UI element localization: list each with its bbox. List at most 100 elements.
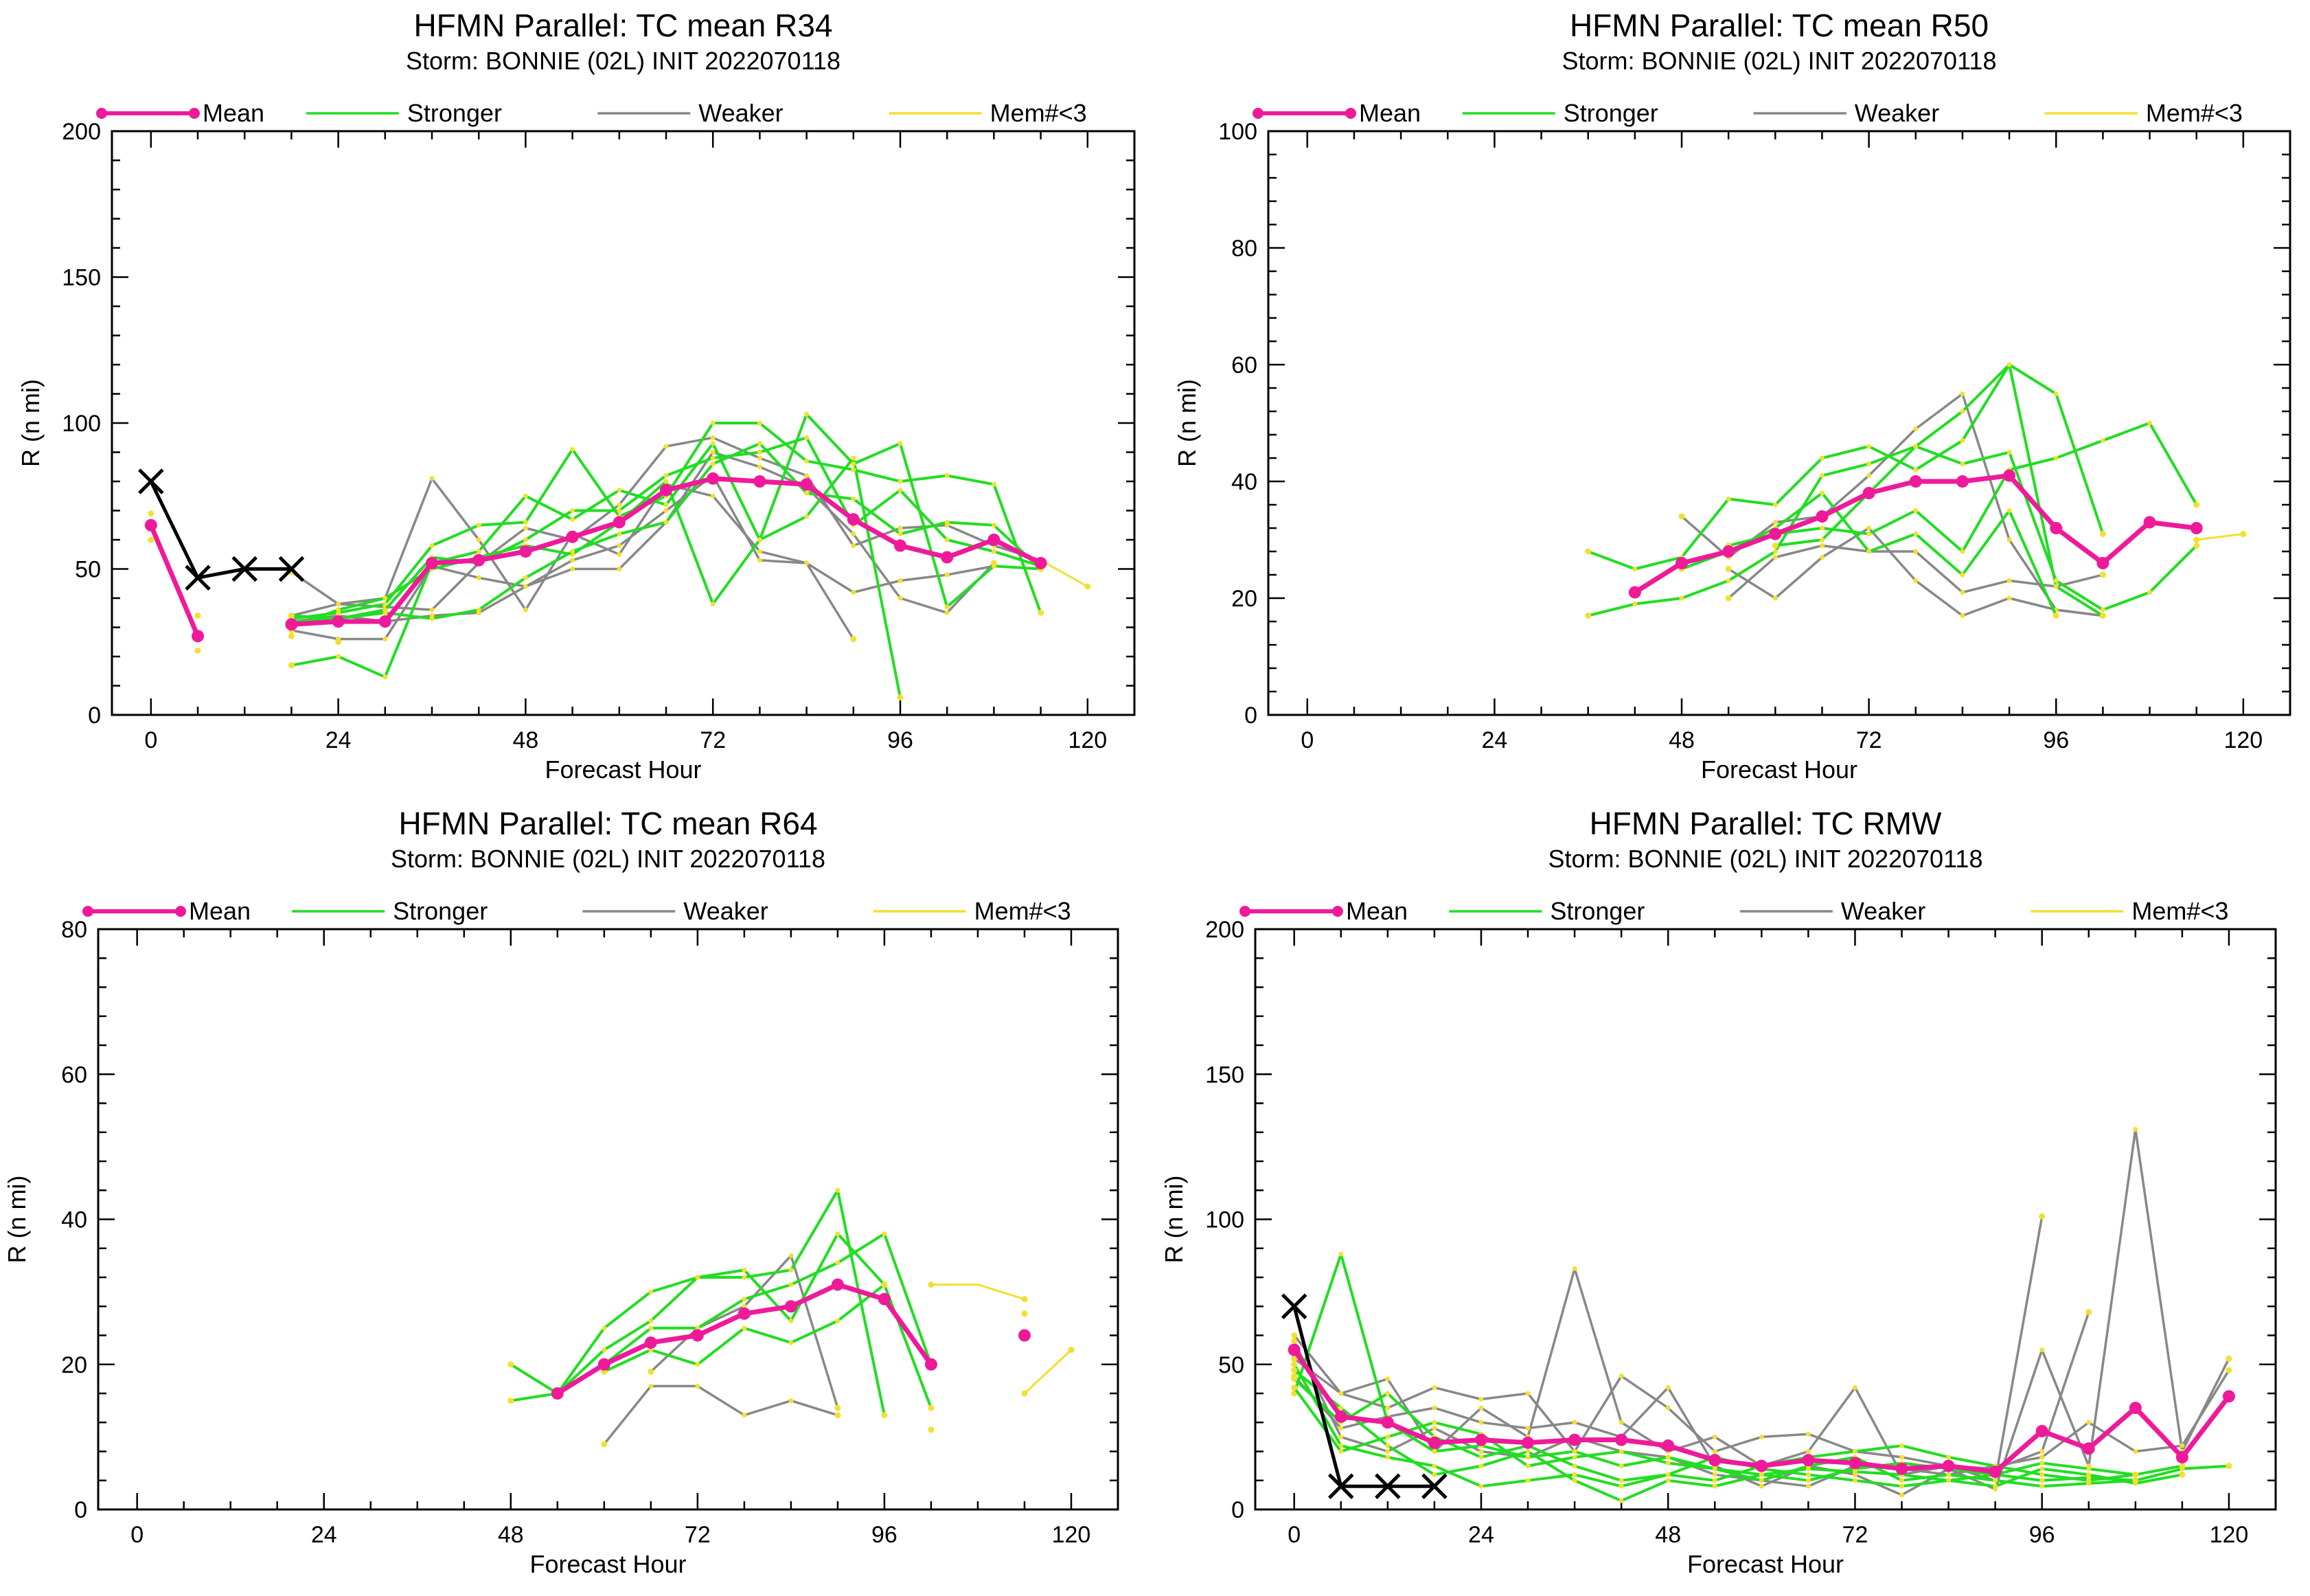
data-point-stronger — [2053, 578, 2059, 583]
x-tick-label: 48 — [513, 727, 539, 753]
data-point-weaker — [1772, 555, 1778, 560]
data-point-stronger — [1525, 1449, 1531, 1454]
data-point-weaker — [1866, 473, 1872, 478]
x-tick-label: 24 — [325, 727, 352, 753]
data-point-weaker — [2099, 571, 2106, 578]
data-point-stronger — [1478, 1463, 1484, 1469]
data-point-stronger — [523, 537, 528, 543]
data-point-stronger — [1665, 1478, 1671, 1483]
data-point-weaker — [804, 473, 810, 478]
data-point-stronger — [2039, 1466, 2045, 1472]
data-point-weaker — [710, 493, 716, 499]
data-point-stronger — [1819, 490, 1825, 496]
data-point-stronger — [1960, 461, 1965, 466]
y-axis-label: R (n mi) — [1160, 1176, 1188, 1264]
data-point-stronger — [695, 1275, 700, 1280]
data-point-stronger — [2147, 420, 2153, 426]
data-point-stronger — [757, 441, 762, 446]
data-point-weaker — [1805, 1449, 1811, 1454]
legend-item-stronger: Stronger — [1462, 99, 1658, 127]
data-point-stronger — [429, 616, 435, 622]
data-point-stronger — [757, 420, 762, 426]
data-point-weaker — [944, 572, 950, 578]
data-point-weaker — [2133, 1449, 2138, 1454]
data-point-stronger — [1819, 537, 1825, 543]
data-point-stronger — [382, 607, 388, 613]
data-point-mean — [2003, 469, 2016, 482]
data-point-stronger — [476, 549, 481, 554]
data-point-stronger — [429, 543, 435, 548]
legend-item-member-lt3: Mem#<3 — [873, 897, 1071, 925]
data-point-stronger — [742, 1267, 747, 1273]
data-point-weaker — [2086, 1420, 2092, 1425]
data-point-stronger — [1291, 1384, 1298, 1391]
data-point-stronger — [804, 490, 810, 496]
data-point-stronger — [2100, 607, 2105, 613]
data-point-stronger — [897, 694, 904, 700]
data-point-stronger — [1759, 1478, 1764, 1483]
data-point-stronger — [1712, 1483, 1717, 1489]
y-tick-label: 100 — [62, 411, 101, 437]
x-tick-label: 96 — [871, 1522, 897, 1548]
data-point-weaker — [1525, 1426, 1531, 1431]
data-point-stronger — [1665, 1455, 1671, 1460]
data-point-weaker — [1338, 1391, 1344, 1396]
data-point-stronger — [1291, 1367, 1298, 1373]
data-point-weaker — [2039, 1455, 2045, 1460]
data-point-stronger — [944, 604, 950, 610]
series-line-weaker — [603, 1384, 838, 1445]
data-point-stronger — [1819, 455, 1825, 461]
data-point-weaker — [1819, 543, 1825, 548]
data-point-stronger — [1619, 1483, 1624, 1489]
chart-subtitle: Storm: BONNIE (02L) INIT 2022070118 — [1548, 845, 1983, 873]
data-point-mean — [551, 1387, 564, 1400]
data-point-stronger — [1619, 1478, 1624, 1483]
legend-item-mean: Mean — [82, 897, 251, 925]
data-point-stronger — [1338, 1443, 1344, 1448]
data-point-stronger — [1712, 1466, 1717, 1472]
legend-marker — [189, 108, 200, 119]
y-tick-label: 50 — [75, 557, 101, 583]
data-point-weaker — [1913, 549, 1919, 554]
data-point-stronger — [1726, 497, 1731, 501]
legend-marker — [175, 906, 186, 917]
data-point-mean — [2082, 1442, 2095, 1455]
legend-label: Stronger — [407, 99, 502, 127]
data-point-stronger — [788, 1340, 794, 1345]
x-axis-label: Forecast Hour — [529, 1550, 686, 1578]
data-point-mean — [1628, 586, 1641, 599]
data-point-stronger — [1819, 473, 1825, 478]
y-tick-label: 60 — [61, 1062, 87, 1088]
data-point-stronger — [1852, 1478, 1857, 1483]
data-point-weaker — [570, 567, 575, 571]
data-point-stronger — [2053, 391, 2059, 396]
data-point-member-lt3 — [1068, 1347, 1075, 1354]
legend-item-member-lt3: Mem#<3 — [2031, 897, 2228, 925]
data-point-stronger — [991, 563, 996, 569]
axis-ticks — [112, 130, 1134, 716]
x-tick-label: 72 — [685, 1522, 711, 1548]
data-point-stronger — [757, 450, 762, 455]
data-point-weaker — [1712, 1472, 1717, 1477]
data-point-weaker — [2133, 1127, 2138, 1132]
data-point-member-lt3 — [288, 632, 295, 639]
data-point-mean — [2143, 516, 2156, 529]
data-point-weaker — [757, 455, 762, 461]
legend-marker — [1239, 906, 1250, 917]
data-point-stronger — [1899, 1478, 1905, 1483]
data-point-observed — [1375, 1473, 1401, 1499]
data-point-stronger — [881, 1281, 888, 1288]
data-point-stronger — [1291, 1376, 1298, 1382]
series-line-member-lt3 — [1040, 559, 1088, 588]
y-axis-label: R (n mi) — [16, 379, 45, 467]
data-point-weaker — [476, 575, 481, 580]
y-axis-label: R (n mi) — [3, 1176, 31, 1264]
data-point-stronger — [851, 467, 856, 472]
data-point-mean — [1522, 1436, 1535, 1449]
x-tick-label: 48 — [1655, 1522, 1681, 1548]
series-line-observed — [1292, 1306, 1434, 1488]
data-point-stronger — [570, 516, 575, 522]
x-tick-label: 72 — [1842, 1522, 1868, 1548]
data-point-mean — [2096, 557, 2109, 569]
